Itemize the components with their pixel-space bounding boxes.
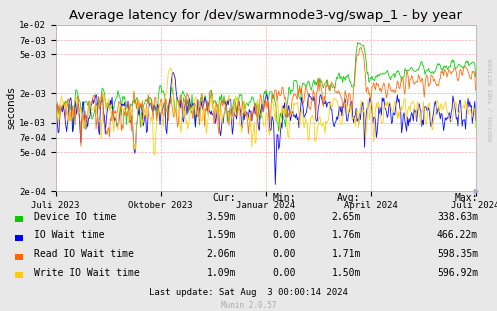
Text: 338.63m: 338.63m [437,212,478,222]
Text: 598.35m: 598.35m [437,249,478,259]
Text: Device IO time: Device IO time [34,212,116,222]
Title: Average latency for /dev/swarmnode3-vg/swap_1 - by year: Average latency for /dev/swarmnode3-vg/s… [69,9,462,22]
Text: 2.06m: 2.06m [207,249,236,259]
Text: Max:: Max: [455,193,478,202]
Text: 0.00: 0.00 [273,249,296,259]
Text: Avg:: Avg: [337,193,361,202]
Text: IO Wait time: IO Wait time [34,230,104,240]
Text: Read IO Wait time: Read IO Wait time [34,249,134,259]
Text: 1.76m: 1.76m [331,230,361,240]
Text: 1.09m: 1.09m [207,268,236,278]
Text: 0.00: 0.00 [273,212,296,222]
Text: 466.22m: 466.22m [437,230,478,240]
Text: 1.50m: 1.50m [331,268,361,278]
Text: 2.65m: 2.65m [331,212,361,222]
Text: 3.59m: 3.59m [207,212,236,222]
Text: 0.00: 0.00 [273,268,296,278]
Y-axis label: seconds: seconds [6,87,16,129]
Text: Min:: Min: [273,193,296,202]
Text: Cur:: Cur: [213,193,236,202]
Text: Write IO Wait time: Write IO Wait time [34,268,140,278]
Text: 0.00: 0.00 [273,230,296,240]
Text: RRDTOOL / TOBI OETIKER: RRDTOOL / TOBI OETIKER [489,58,494,141]
Text: Munin 2.0.57: Munin 2.0.57 [221,301,276,310]
Text: 1.59m: 1.59m [207,230,236,240]
Text: 1.71m: 1.71m [331,249,361,259]
Text: Last update: Sat Aug  3 00:00:14 2024: Last update: Sat Aug 3 00:00:14 2024 [149,289,348,297]
Text: 596.92m: 596.92m [437,268,478,278]
